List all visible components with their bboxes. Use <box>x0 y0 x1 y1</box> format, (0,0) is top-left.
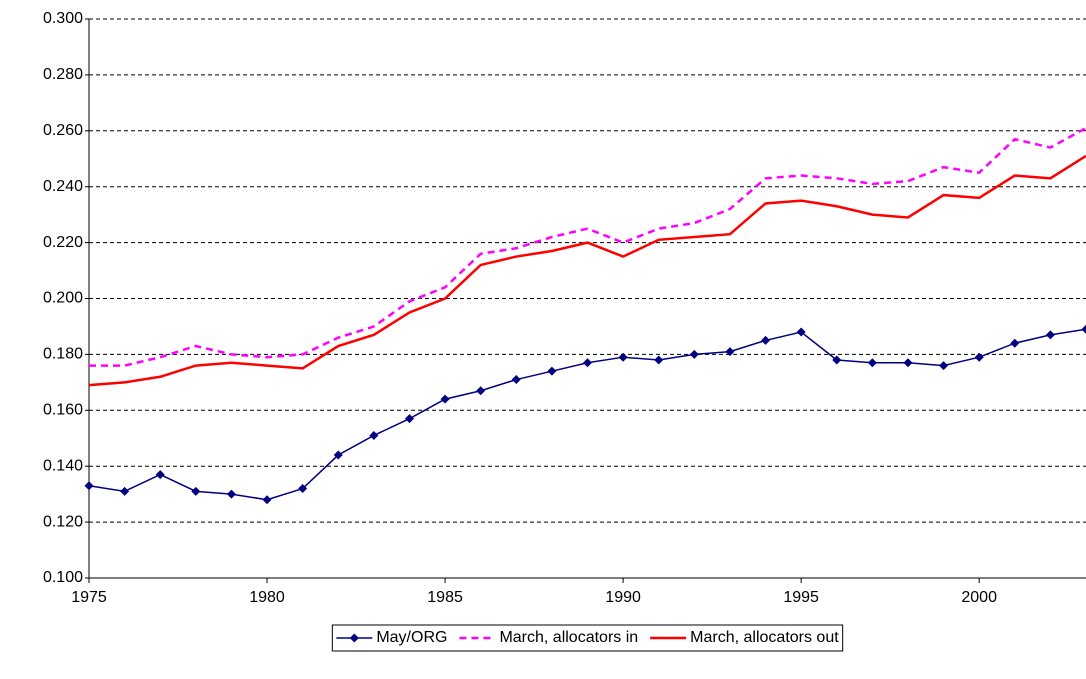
marker <box>725 347 735 357</box>
marker <box>654 355 664 365</box>
series-line <box>88 154 1086 387</box>
y-tick-label: 0.120 <box>43 513 83 530</box>
marker <box>262 495 272 505</box>
x-tick-label: 2000 <box>961 589 997 606</box>
marker <box>84 481 94 491</box>
marker <box>440 394 450 404</box>
y-tick-label: 0.100 <box>43 569 83 586</box>
y-tick-label: 0.160 <box>43 402 83 419</box>
marker <box>476 386 486 396</box>
x-tick-label: 1985 <box>427 589 463 606</box>
marker <box>298 484 308 494</box>
series-line <box>89 126 1086 367</box>
marker <box>689 349 699 359</box>
marker <box>191 486 201 496</box>
marker <box>903 358 913 368</box>
marker <box>832 355 842 365</box>
marker <box>618 352 628 362</box>
marker <box>155 470 165 480</box>
marker <box>867 358 877 368</box>
marker <box>1081 324 1086 334</box>
marker <box>1045 330 1055 340</box>
marker <box>226 489 236 499</box>
marker <box>939 361 949 371</box>
y-tick-label: 0.280 <box>43 66 83 83</box>
marker <box>761 335 771 345</box>
x-tick-label: 1975 <box>71 589 107 606</box>
x-tick-label: 1980 <box>249 589 285 606</box>
marker <box>404 414 414 424</box>
marker <box>547 366 557 376</box>
x-tick-label: 1990 <box>605 589 641 606</box>
marker <box>120 486 130 496</box>
marker <box>369 430 379 440</box>
marker <box>511 375 521 385</box>
y-tick-label: 0.240 <box>43 178 83 195</box>
y-tick-label: 0.220 <box>43 234 83 251</box>
y-tick-label: 0.200 <box>43 290 83 307</box>
legend-label: March, allocators in <box>499 629 638 646</box>
legend: May/ORG March, allocators in March, alloca… <box>336 629 839 646</box>
legend-box <box>331 624 844 652</box>
legend-label: May/ORG <box>376 629 447 646</box>
marker <box>974 352 984 362</box>
marker <box>583 358 592 368</box>
x-tick-label: 1995 <box>783 589 819 606</box>
y-tick-label: 0.260 <box>43 122 83 139</box>
legend-label: March, allocators out <box>690 629 839 646</box>
marker <box>1010 338 1020 348</box>
y-tick-label: 0.140 <box>43 457 83 474</box>
marker <box>333 450 343 460</box>
y-tick-label: 0.180 <box>43 346 83 363</box>
marker <box>796 327 806 337</box>
legend-marker <box>349 633 359 643</box>
y-tick-label: 0.300 <box>43 10 83 27</box>
